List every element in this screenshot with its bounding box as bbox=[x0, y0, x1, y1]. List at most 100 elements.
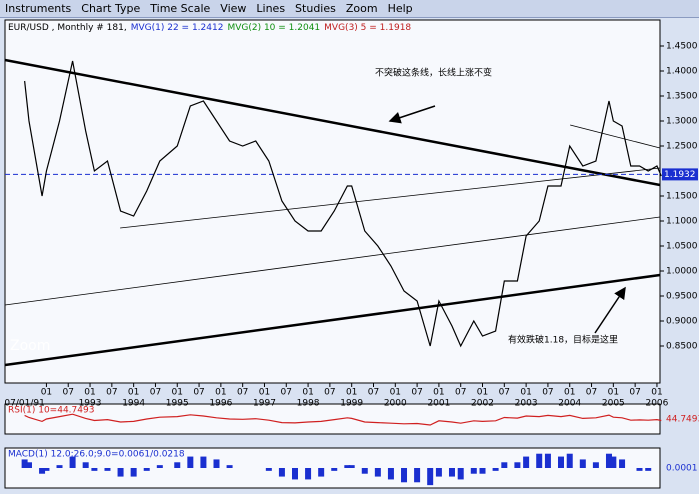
y-tick-label: 0.9000 bbox=[666, 317, 698, 327]
macd-bar bbox=[143, 468, 150, 471]
macd-bar bbox=[344, 465, 351, 468]
macd-bar bbox=[226, 465, 233, 468]
x-year-label: 2001 bbox=[427, 399, 450, 409]
x-year-label: 2004 bbox=[558, 399, 581, 409]
menu-item[interactable]: Lines bbox=[256, 2, 286, 15]
x-year-label: 1994 bbox=[122, 399, 145, 409]
trendline bbox=[4, 273, 661, 367]
y-tick-label: 1.0500 bbox=[666, 242, 698, 252]
x-year-label: 1998 bbox=[297, 399, 320, 409]
x-tick-label: 01 bbox=[128, 388, 139, 398]
macd-bar bbox=[374, 468, 381, 477]
price-line bbox=[24, 60, 662, 348]
macd-bar bbox=[558, 456, 565, 468]
macd-bar bbox=[401, 468, 408, 483]
macd-bar bbox=[265, 468, 272, 471]
x-year-label: 2003 bbox=[515, 399, 538, 409]
trendline bbox=[4, 58, 661, 187]
x-tick-label: 01 bbox=[259, 388, 270, 398]
macd-bar bbox=[318, 468, 325, 477]
macd-bar bbox=[331, 468, 338, 471]
y-tick-label: 1.3000 bbox=[666, 117, 698, 127]
x-tick-label: 01 bbox=[477, 388, 488, 398]
macd-bar bbox=[291, 468, 298, 480]
macd-bar bbox=[187, 456, 194, 468]
x-tick-label: 01 bbox=[651, 388, 662, 398]
macd-bar bbox=[361, 468, 368, 474]
panel-title: MACD(1) 12.0;26.0;9.0=0.0061/0.0218 bbox=[8, 450, 185, 460]
menu-item[interactable]: Studies bbox=[295, 2, 336, 15]
macd-bar bbox=[619, 459, 626, 468]
x-tick-label: 07 bbox=[629, 388, 640, 398]
macd-bar bbox=[514, 462, 521, 468]
macd-bar bbox=[348, 465, 355, 468]
menu-item[interactable]: Instruments bbox=[5, 2, 72, 15]
x-year-label: 07/01/91 bbox=[4, 399, 44, 409]
macd-bar bbox=[457, 468, 464, 480]
macd-bar bbox=[56, 465, 63, 468]
menu-item[interactable]: View bbox=[220, 2, 247, 15]
macd-bar bbox=[605, 453, 612, 468]
x-tick-label: 01 bbox=[172, 388, 183, 398]
chart-title: EUR/USD , Monthly # 181, bbox=[8, 23, 127, 33]
x-tick-label: 01 bbox=[41, 388, 52, 398]
x-year-label: 1993 bbox=[79, 399, 102, 409]
chart: EUR/USD , Monthly # 181, MVG(1) 22 = 1.24… bbox=[4, 19, 699, 489]
y-tick-label: 1.4500 bbox=[666, 42, 698, 52]
x-tick-label: 01 bbox=[564, 388, 575, 398]
macd-bar bbox=[645, 468, 652, 471]
trendline bbox=[570, 124, 661, 149]
macd-bar bbox=[156, 465, 163, 468]
y-tick-label: 1.3500 bbox=[666, 92, 698, 102]
macd-bar bbox=[305, 468, 312, 480]
macd-bar bbox=[130, 468, 137, 477]
macd-bar bbox=[544, 453, 551, 468]
y-tick-label: 1.1500 bbox=[666, 192, 698, 202]
x-tick-label: 07 bbox=[281, 388, 292, 398]
x-year-label: 1996 bbox=[209, 399, 232, 409]
macd-bar bbox=[25, 462, 32, 468]
macd-bar bbox=[592, 462, 599, 468]
x-year-label: 1995 bbox=[166, 399, 189, 409]
x-tick-label: 07 bbox=[237, 388, 248, 398]
x-year-label: 2000 bbox=[384, 399, 407, 409]
y-tick-label: 0.9500 bbox=[666, 292, 698, 302]
annotation: 有效跌破1.18，目标是这里 bbox=[508, 334, 618, 346]
last-price-label: 1.1932 bbox=[664, 170, 696, 180]
y-tick-label: 1.1000 bbox=[666, 217, 698, 227]
main-plot bbox=[4, 19, 661, 384]
macd-bar bbox=[39, 468, 46, 474]
annotation-arrow bbox=[388, 105, 436, 124]
menu-item[interactable]: Time Scale bbox=[150, 2, 211, 15]
x-tick-label: 01 bbox=[84, 388, 95, 398]
y-tick-label: 1.0000 bbox=[666, 267, 698, 277]
macd-bar bbox=[579, 459, 586, 468]
macd-bar bbox=[43, 468, 50, 471]
annotation: 不突破这条线，长线上涨不变 bbox=[375, 67, 492, 79]
menu-item[interactable]: Chart Type bbox=[81, 2, 141, 15]
macd-bar bbox=[104, 468, 111, 471]
menu-item[interactable]: Zoom bbox=[345, 2, 378, 15]
macd-bar bbox=[117, 468, 124, 477]
x-tick-label: 07 bbox=[150, 388, 161, 398]
last-price-box bbox=[662, 168, 698, 181]
x-year-label: 1999 bbox=[340, 399, 363, 409]
x-tick-label: 07 bbox=[586, 388, 597, 398]
macd-bar bbox=[523, 456, 530, 468]
y-tick-label: 1.4000 bbox=[666, 67, 698, 77]
macd-bar bbox=[636, 468, 643, 471]
x-year-label: 2006 bbox=[645, 399, 668, 409]
macd-bar bbox=[501, 462, 508, 468]
macd-bar bbox=[470, 468, 477, 474]
y-tick-label: 0.8500 bbox=[666, 342, 698, 352]
macd-bar bbox=[414, 468, 421, 483]
panel-title: RSI(1) 10=44.7493 bbox=[8, 406, 94, 416]
macd-bar bbox=[610, 456, 617, 468]
zoom-label: Zoom bbox=[10, 338, 50, 354]
macd-bar bbox=[492, 468, 499, 471]
macd-bar bbox=[82, 462, 89, 468]
x-tick-label: 01 bbox=[302, 388, 313, 398]
menu-item[interactable]: Help bbox=[387, 2, 413, 15]
legend-entry: MVG(3) 5 = 1.1918 bbox=[324, 23, 411, 33]
